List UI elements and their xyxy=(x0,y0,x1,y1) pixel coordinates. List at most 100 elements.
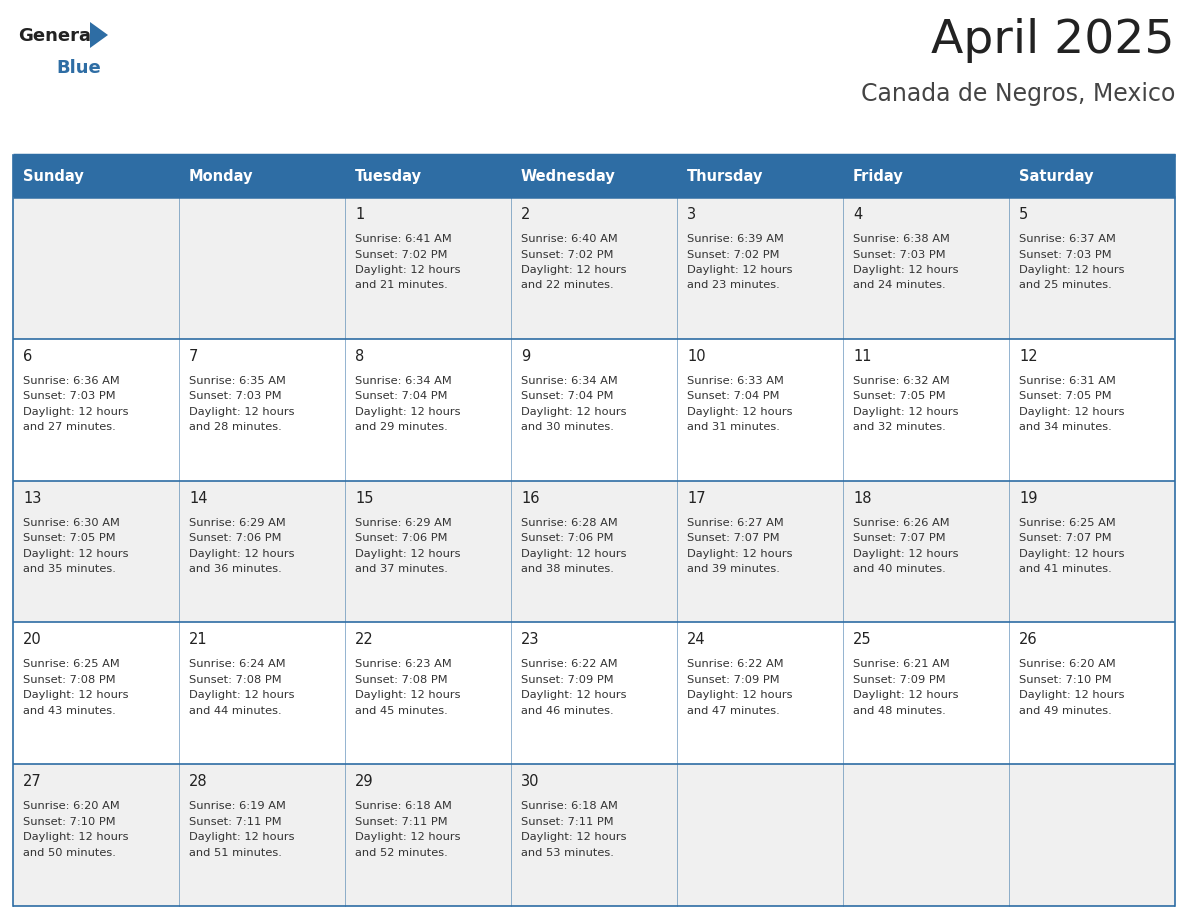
Text: Daylight: 12 hours: Daylight: 12 hours xyxy=(1019,549,1125,558)
Text: 20: 20 xyxy=(23,633,42,647)
Text: 15: 15 xyxy=(355,490,373,506)
Text: 1: 1 xyxy=(355,207,365,222)
Bar xyxy=(13,481,1175,622)
Text: Sunrise: 6:26 AM: Sunrise: 6:26 AM xyxy=(853,518,949,528)
Text: Sunset: 7:07 PM: Sunset: 7:07 PM xyxy=(687,533,779,543)
Text: Sunrise: 6:35 AM: Sunrise: 6:35 AM xyxy=(189,375,286,386)
Text: and 49 minutes.: and 49 minutes. xyxy=(1019,706,1112,716)
Text: 12: 12 xyxy=(1019,349,1037,364)
Text: and 44 minutes.: and 44 minutes. xyxy=(189,706,282,716)
Text: General: General xyxy=(18,27,97,45)
Text: Sunset: 7:08 PM: Sunset: 7:08 PM xyxy=(355,675,448,685)
Text: 29: 29 xyxy=(355,774,373,789)
Text: Sunset: 7:04 PM: Sunset: 7:04 PM xyxy=(522,391,613,401)
Text: Sunset: 7:11 PM: Sunset: 7:11 PM xyxy=(189,817,282,827)
Bar xyxy=(13,764,1175,906)
Text: Sunset: 7:06 PM: Sunset: 7:06 PM xyxy=(522,533,613,543)
Text: Sunrise: 6:18 AM: Sunrise: 6:18 AM xyxy=(522,801,618,812)
Bar xyxy=(13,622,1175,764)
Text: Daylight: 12 hours: Daylight: 12 hours xyxy=(23,690,128,700)
Text: and 41 minutes.: and 41 minutes. xyxy=(1019,564,1112,574)
Text: Daylight: 12 hours: Daylight: 12 hours xyxy=(522,690,626,700)
Text: Daylight: 12 hours: Daylight: 12 hours xyxy=(23,549,128,558)
Text: Sunset: 7:05 PM: Sunset: 7:05 PM xyxy=(23,533,115,543)
Text: Daylight: 12 hours: Daylight: 12 hours xyxy=(853,549,959,558)
Text: Sunset: 7:05 PM: Sunset: 7:05 PM xyxy=(1019,391,1112,401)
Text: Sunrise: 6:34 AM: Sunrise: 6:34 AM xyxy=(355,375,451,386)
Text: and 40 minutes.: and 40 minutes. xyxy=(853,564,946,574)
Text: Daylight: 12 hours: Daylight: 12 hours xyxy=(1019,265,1125,275)
Text: Sunset: 7:08 PM: Sunset: 7:08 PM xyxy=(189,675,282,685)
Text: Daylight: 12 hours: Daylight: 12 hours xyxy=(522,265,626,275)
Text: Sunrise: 6:38 AM: Sunrise: 6:38 AM xyxy=(853,234,950,244)
Text: Thursday: Thursday xyxy=(687,169,764,184)
Text: Sunday: Sunday xyxy=(23,169,83,184)
Text: and 23 minutes.: and 23 minutes. xyxy=(687,281,779,290)
Text: Sunset: 7:09 PM: Sunset: 7:09 PM xyxy=(522,675,614,685)
Text: Sunset: 7:08 PM: Sunset: 7:08 PM xyxy=(23,675,115,685)
Text: Daylight: 12 hours: Daylight: 12 hours xyxy=(1019,690,1125,700)
Text: Sunrise: 6:37 AM: Sunrise: 6:37 AM xyxy=(1019,234,1116,244)
Text: Daylight: 12 hours: Daylight: 12 hours xyxy=(355,407,461,417)
Text: Daylight: 12 hours: Daylight: 12 hours xyxy=(522,833,626,842)
Text: Sunrise: 6:41 AM: Sunrise: 6:41 AM xyxy=(355,234,451,244)
Text: Daylight: 12 hours: Daylight: 12 hours xyxy=(687,407,792,417)
Text: Sunrise: 6:22 AM: Sunrise: 6:22 AM xyxy=(687,659,784,669)
Text: Sunrise: 6:33 AM: Sunrise: 6:33 AM xyxy=(687,375,784,386)
Text: and 36 minutes.: and 36 minutes. xyxy=(189,564,282,574)
Text: and 45 minutes.: and 45 minutes. xyxy=(355,706,448,716)
Text: Sunset: 7:11 PM: Sunset: 7:11 PM xyxy=(522,817,614,827)
Text: and 51 minutes.: and 51 minutes. xyxy=(189,847,282,857)
Text: Daylight: 12 hours: Daylight: 12 hours xyxy=(355,265,461,275)
Text: Sunrise: 6:40 AM: Sunrise: 6:40 AM xyxy=(522,234,618,244)
Text: 17: 17 xyxy=(687,490,706,506)
Text: 19: 19 xyxy=(1019,490,1037,506)
Text: Sunrise: 6:27 AM: Sunrise: 6:27 AM xyxy=(687,518,784,528)
Text: Sunset: 7:03 PM: Sunset: 7:03 PM xyxy=(1019,250,1112,260)
Text: 13: 13 xyxy=(23,490,42,506)
Text: April 2025: April 2025 xyxy=(931,18,1175,63)
Text: 14: 14 xyxy=(189,490,208,506)
Text: 28: 28 xyxy=(189,774,208,789)
Text: Sunset: 7:04 PM: Sunset: 7:04 PM xyxy=(355,391,448,401)
Text: Sunset: 7:11 PM: Sunset: 7:11 PM xyxy=(355,817,448,827)
Text: and 21 minutes.: and 21 minutes. xyxy=(355,281,448,290)
Text: Sunset: 7:10 PM: Sunset: 7:10 PM xyxy=(23,817,115,827)
Text: Tuesday: Tuesday xyxy=(355,169,422,184)
Text: Daylight: 12 hours: Daylight: 12 hours xyxy=(1019,407,1125,417)
Text: Sunset: 7:07 PM: Sunset: 7:07 PM xyxy=(853,533,946,543)
Text: 18: 18 xyxy=(853,490,872,506)
Text: Sunset: 7:09 PM: Sunset: 7:09 PM xyxy=(853,675,946,685)
Text: 2: 2 xyxy=(522,207,530,222)
Text: 4: 4 xyxy=(853,207,862,222)
Text: Daylight: 12 hours: Daylight: 12 hours xyxy=(522,407,626,417)
Text: Sunrise: 6:25 AM: Sunrise: 6:25 AM xyxy=(1019,518,1116,528)
Text: and 47 minutes.: and 47 minutes. xyxy=(687,706,779,716)
Text: Sunset: 7:03 PM: Sunset: 7:03 PM xyxy=(23,391,115,401)
Text: and 25 minutes.: and 25 minutes. xyxy=(1019,281,1112,290)
Text: Daylight: 12 hours: Daylight: 12 hours xyxy=(853,265,959,275)
Text: Sunrise: 6:31 AM: Sunrise: 6:31 AM xyxy=(1019,375,1116,386)
Text: Wednesday: Wednesday xyxy=(522,169,615,184)
Text: Sunset: 7:04 PM: Sunset: 7:04 PM xyxy=(687,391,779,401)
Text: and 30 minutes.: and 30 minutes. xyxy=(522,422,614,432)
Text: Daylight: 12 hours: Daylight: 12 hours xyxy=(189,833,295,842)
Text: Daylight: 12 hours: Daylight: 12 hours xyxy=(23,833,128,842)
Text: Daylight: 12 hours: Daylight: 12 hours xyxy=(687,549,792,558)
Text: Canada de Negros, Mexico: Canada de Negros, Mexico xyxy=(860,82,1175,106)
Text: Sunrise: 6:21 AM: Sunrise: 6:21 AM xyxy=(853,659,949,669)
Text: Daylight: 12 hours: Daylight: 12 hours xyxy=(522,549,626,558)
Text: and 46 minutes.: and 46 minutes. xyxy=(522,706,614,716)
Text: Friday: Friday xyxy=(853,169,904,184)
Text: Sunrise: 6:20 AM: Sunrise: 6:20 AM xyxy=(23,801,120,812)
Text: Sunset: 7:10 PM: Sunset: 7:10 PM xyxy=(1019,675,1112,685)
Text: and 32 minutes.: and 32 minutes. xyxy=(853,422,946,432)
Text: Sunrise: 6:30 AM: Sunrise: 6:30 AM xyxy=(23,518,120,528)
Text: 11: 11 xyxy=(853,349,872,364)
Bar xyxy=(13,197,1175,339)
Text: 22: 22 xyxy=(355,633,374,647)
Text: Sunrise: 6:23 AM: Sunrise: 6:23 AM xyxy=(355,659,451,669)
Text: 8: 8 xyxy=(355,349,365,364)
Text: and 50 minutes.: and 50 minutes. xyxy=(23,847,116,857)
Text: Sunrise: 6:24 AM: Sunrise: 6:24 AM xyxy=(189,659,285,669)
